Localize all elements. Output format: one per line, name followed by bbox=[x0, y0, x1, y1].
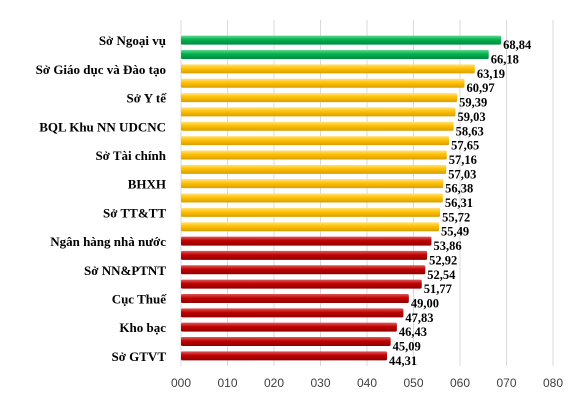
bar bbox=[181, 121, 454, 131]
x-tick-label: 020 bbox=[264, 376, 284, 390]
category-labels: Sở Ngoại vụ Sở Giáo dục và Đào tạo Sở Y tế… bbox=[36, 33, 168, 364]
bar bbox=[181, 150, 447, 160]
data-label: 45,09 bbox=[393, 340, 421, 354]
data-label: 52,92 bbox=[429, 253, 457, 267]
gridlines bbox=[180, 20, 554, 366]
data-label: 55,72 bbox=[442, 210, 470, 224]
bar bbox=[181, 35, 502, 45]
x-tick-label: 080 bbox=[543, 376, 563, 390]
data-label: 56,31 bbox=[445, 196, 473, 210]
category-label: Cục Thuế bbox=[112, 291, 168, 306]
x-axis-tick-labels: 000 010 020 030 040 050 060 070 080 bbox=[171, 376, 563, 390]
data-label: 59,03 bbox=[457, 110, 485, 124]
bar bbox=[181, 64, 475, 74]
data-label: 57,65 bbox=[451, 139, 479, 153]
bar bbox=[181, 78, 465, 88]
bar bbox=[181, 236, 432, 246]
bar bbox=[181, 265, 426, 275]
data-label: 63,19 bbox=[477, 67, 505, 81]
data-label: 66,18 bbox=[491, 53, 519, 67]
category-label: BQL Khu NN UDCNC bbox=[39, 119, 166, 134]
data-label: 44,31 bbox=[389, 354, 417, 368]
data-label: 55,49 bbox=[441, 225, 469, 239]
bar bbox=[181, 351, 388, 361]
value-labels: 68,8466,1863,1960,9759,3959,0358,6357,65… bbox=[389, 38, 532, 368]
x-tick-label: 050 bbox=[403, 376, 423, 390]
data-label: 59,39 bbox=[459, 96, 487, 110]
bar bbox=[181, 322, 397, 332]
bar bbox=[181, 136, 450, 146]
x-tick-label: 010 bbox=[217, 376, 237, 390]
bar bbox=[181, 279, 422, 289]
data-label: 68,84 bbox=[503, 38, 532, 52]
bar bbox=[181, 193, 443, 203]
data-label: 53,86 bbox=[433, 239, 461, 253]
data-label: 57,03 bbox=[448, 167, 476, 181]
category-label: Sở NN&PTNT bbox=[84, 263, 166, 278]
bar bbox=[181, 50, 489, 60]
bar bbox=[181, 179, 444, 189]
category-label: Kho bạc bbox=[119, 320, 166, 335]
x-tick-label: 040 bbox=[357, 376, 377, 390]
data-label: 58,63 bbox=[456, 124, 484, 138]
x-tick-label: 030 bbox=[310, 376, 330, 390]
category-label: BHXH bbox=[128, 177, 166, 192]
bar bbox=[181, 93, 458, 103]
bar bbox=[181, 293, 409, 303]
bar bbox=[181, 107, 456, 117]
data-label: 51,77 bbox=[424, 282, 452, 296]
category-label: Sở Tài chính bbox=[95, 148, 166, 163]
data-label: 46,43 bbox=[399, 325, 427, 339]
data-label: 60,97 bbox=[467, 81, 495, 95]
category-label: Sở TT&TT bbox=[103, 205, 166, 220]
category-label: Sở Y tế bbox=[127, 91, 168, 106]
category-label: Sở Ngoại vụ bbox=[99, 33, 166, 48]
bar bbox=[181, 308, 404, 318]
x-tick-label: 060 bbox=[450, 376, 470, 390]
category-label: Sở GTVT bbox=[111, 349, 166, 364]
bars bbox=[181, 35, 502, 361]
x-tick-label: 070 bbox=[496, 376, 516, 390]
data-label: 52,54 bbox=[427, 268, 456, 282]
bar bbox=[181, 164, 447, 174]
data-label: 47,83 bbox=[405, 311, 433, 325]
category-label: Ngân hàng nhà nước bbox=[50, 234, 166, 249]
bar bbox=[181, 207, 441, 217]
bar bbox=[181, 250, 428, 260]
x-tick-label: 000 bbox=[171, 376, 191, 390]
category-label: Sở Giáo dục và Đào tạo bbox=[36, 62, 166, 77]
data-label: 56,38 bbox=[445, 182, 473, 196]
data-label: 49,00 bbox=[411, 296, 439, 310]
bar bbox=[181, 337, 391, 347]
data-label: 57,16 bbox=[449, 153, 477, 167]
bar bbox=[181, 222, 440, 232]
